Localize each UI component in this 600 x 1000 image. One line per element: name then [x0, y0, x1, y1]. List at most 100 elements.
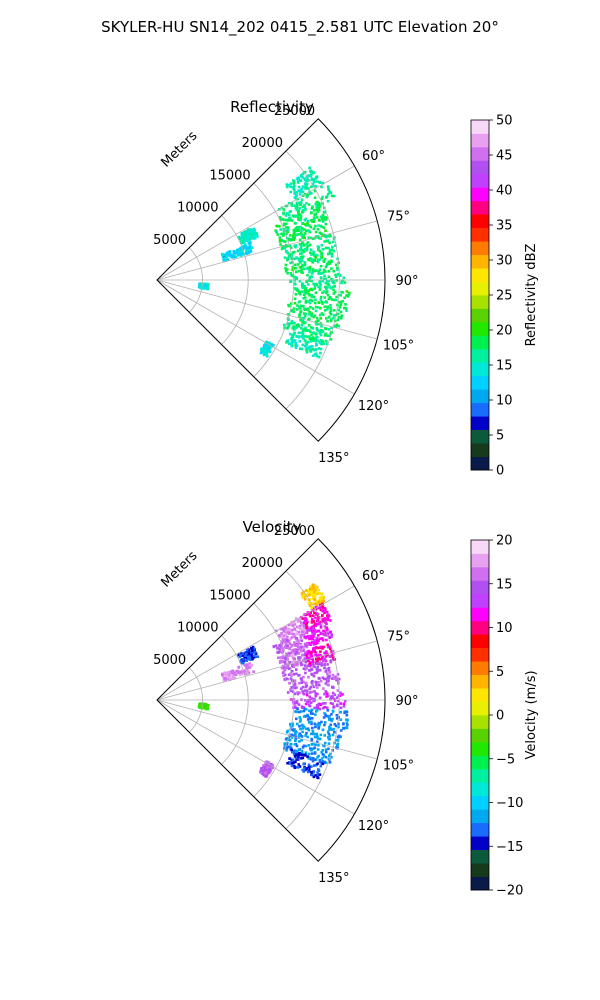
radar-gate: [269, 346, 272, 350]
colorbar-tick-label: 15: [496, 359, 513, 374]
radar-gate: [291, 690, 295, 694]
radar-gate: [319, 306, 322, 310]
radar-gate: [234, 673, 238, 676]
radar-gate: [303, 707, 307, 711]
colorbar-swatch: [471, 647, 489, 662]
radar-gate: [326, 628, 329, 631]
radar-gate: [286, 244, 290, 248]
radar-gate: [276, 233, 280, 236]
radar-gate: [247, 648, 251, 651]
radar-gate: [332, 309, 336, 312]
radar-gate: [308, 335, 311, 338]
radar-gate: [286, 631, 290, 635]
radar-gate: [343, 281, 347, 284]
radar-gate: [290, 202, 293, 205]
radar-gate: [319, 351, 322, 355]
radar-gate: [316, 771, 319, 774]
radar-gate: [334, 244, 337, 247]
radar-gate: [301, 271, 304, 274]
radar-gate: [308, 717, 311, 720]
radar-gate: [330, 267, 333, 270]
radar-gate: [328, 725, 331, 729]
radar-gate: [283, 673, 287, 677]
radar-gate: [252, 647, 256, 650]
radar-gate: [301, 690, 304, 693]
radar-gate: [267, 762, 271, 765]
radar-gate: [286, 313, 290, 316]
radar-gate: [289, 190, 292, 194]
radar-gate: [328, 754, 331, 757]
radar-gate: [334, 724, 338, 728]
radar-gate: [299, 656, 302, 659]
radar-gate: [322, 633, 326, 636]
radar-gate: [301, 335, 304, 339]
radar-gate: [316, 227, 320, 231]
radar-gate: [316, 723, 319, 726]
radar-gate: [327, 742, 331, 745]
radar-gate: [301, 205, 305, 209]
colorbar-swatch: [471, 863, 489, 877]
radar-gate: [240, 247, 243, 250]
radar-gate: [278, 648, 282, 651]
radar-gate: [345, 294, 348, 297]
radar-gate: [318, 281, 322, 285]
radar-gate: [309, 275, 312, 279]
radar-gate: [260, 349, 264, 352]
radar-gate: [301, 211, 304, 214]
radar-gate: [298, 618, 302, 621]
radar-gate: [317, 319, 320, 322]
radar-gate: [330, 298, 334, 301]
radar-gate: [295, 208, 299, 212]
radar-gate: [298, 290, 301, 294]
radar-gate: [315, 205, 318, 209]
radar-gate: [302, 624, 305, 627]
panel-title: Reflectivity: [230, 98, 314, 116]
radar-gate: [303, 177, 306, 180]
radar-gate: [346, 295, 350, 298]
radar-gate: [309, 248, 313, 251]
radar-gate: [289, 321, 293, 325]
radar-gate: [309, 654, 312, 658]
colorbar-swatch: [471, 416, 489, 431]
radar-gate: [251, 228, 255, 232]
radar-gate: [301, 332, 305, 335]
radar-gate: [244, 243, 247, 246]
radar-gate: [325, 290, 329, 293]
radar-gate: [334, 275, 338, 278]
radar-gate: [333, 324, 336, 328]
radar-gate: [290, 340, 294, 344]
radar-gate: [331, 709, 335, 713]
radar-gate: [326, 675, 330, 678]
radar-gate: [242, 233, 246, 236]
radar-gate: [321, 753, 325, 756]
radar-gate: [297, 763, 300, 766]
radar-gate: [294, 735, 297, 738]
radar-gate: [307, 324, 311, 327]
radar-gate: [306, 755, 309, 758]
radar-gate: [292, 229, 296, 232]
radar-gate: [253, 650, 257, 654]
radar-gate: [321, 638, 325, 642]
radar-gate: [326, 342, 329, 345]
radar-gate: [307, 203, 311, 206]
radar-gate: [309, 643, 312, 646]
radar-gate: [284, 214, 288, 217]
radar-gate: [304, 287, 308, 290]
radar-gate: [325, 650, 328, 653]
radar-gate: [283, 247, 287, 250]
radar-gate: [314, 774, 317, 777]
radar-gate: [334, 263, 338, 267]
radar-gate: [302, 297, 305, 300]
colorbar-swatch: [471, 402, 489, 417]
radar-gate: [304, 702, 308, 706]
radar-gate: [306, 700, 309, 704]
radar-gate: [267, 342, 271, 346]
radar-gate: [300, 687, 303, 690]
radar-gate: [319, 347, 323, 351]
radar-gate: [328, 761, 332, 764]
radar-gate: [244, 654, 247, 657]
radar-gate: [305, 243, 308, 246]
radar-gate: [310, 752, 314, 755]
radar-gate: [343, 700, 347, 703]
radar-gate: [304, 342, 308, 345]
